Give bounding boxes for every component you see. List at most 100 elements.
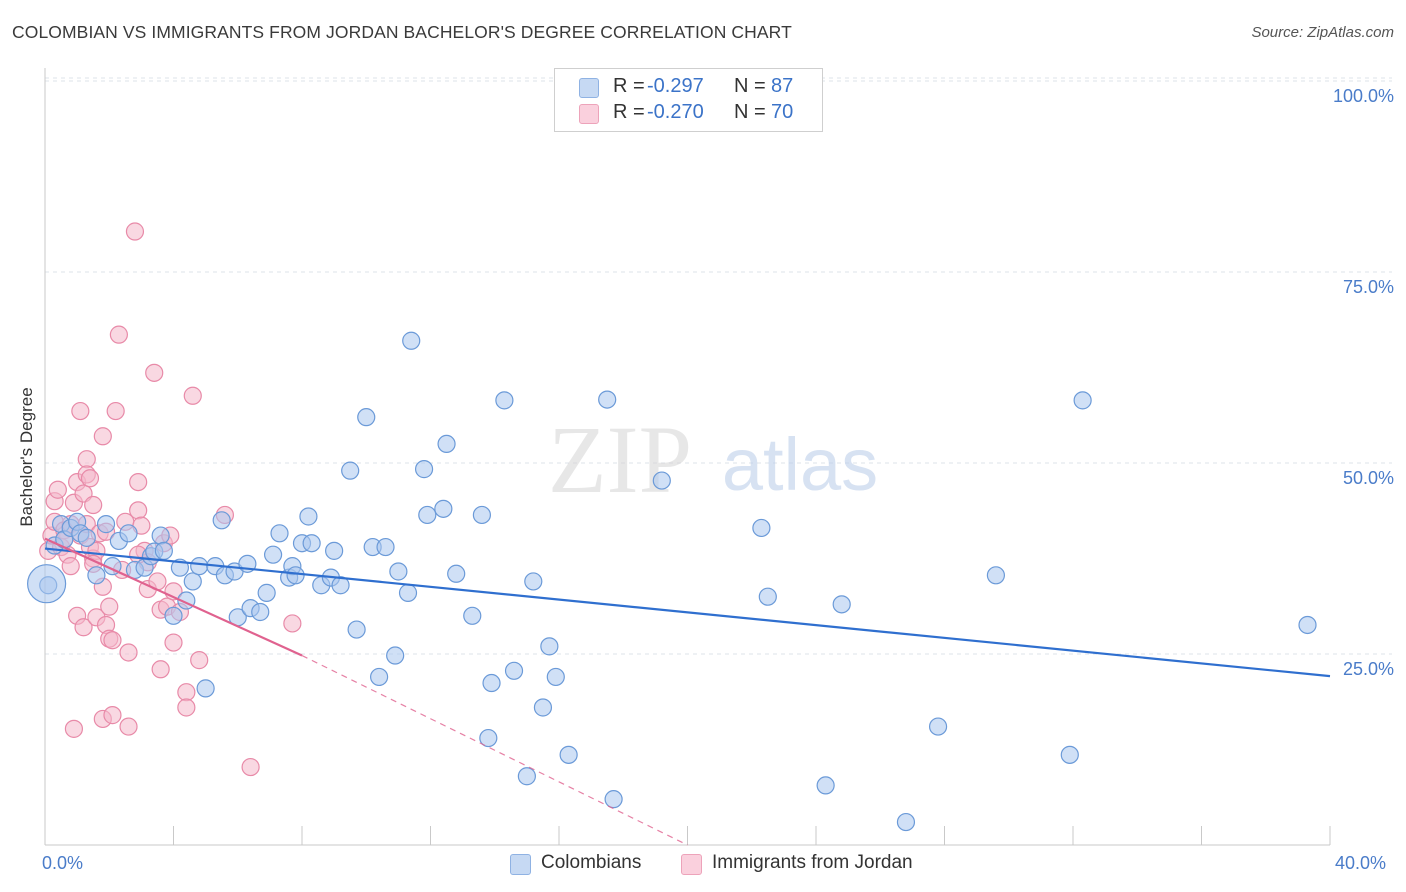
colombian-point [302,534,321,553]
legend-swatch-blue [579,78,599,98]
jordan-point [74,618,93,637]
legend-n-label: N = [734,101,766,123]
legend-n-value: 87 [771,75,794,97]
jordan-point [103,631,122,650]
colombian-point [832,595,851,614]
watermark-atlas: atlas [722,423,878,506]
jordan-point [177,698,196,717]
colombians-trendline [44,547,1331,678]
jordan-point [103,706,122,725]
colombian-point [398,583,418,602]
colombian-point [758,587,777,606]
colombian-point [1060,745,1079,764]
colombian-point [434,499,453,518]
colombian-point [495,391,514,410]
jordan-point [71,401,90,421]
jordan-point [93,427,112,446]
legend-r-value: -0.270 [647,101,704,123]
colombian-point [27,564,67,604]
colombian-point [77,528,96,547]
colombian-point [928,717,948,736]
jordan-points [39,222,302,777]
jordan-point [109,325,128,344]
colombian-point [299,507,318,526]
colombian-points [27,331,1317,832]
colombian-point [347,620,366,639]
colombian-point [325,541,344,560]
colombian-point [151,526,170,545]
y-tick-label-50: 50.0% [1342,468,1394,488]
jordan-point [48,480,67,499]
jordan-point [80,469,100,488]
watermark: ZIP atlas [548,406,878,513]
chart-title: COLOMBIAN VS IMMIGRANTS FROM JORDAN BACH… [12,22,792,42]
chart-source: Source: ZipAtlas.com [1251,24,1394,41]
trendlines [44,537,1331,846]
jordan-point [125,222,145,241]
legend-swatch-pink [579,104,599,124]
colombian-point [154,541,173,560]
colombian-point [190,557,209,576]
colombian-point [472,505,491,525]
colombian-point [598,390,617,409]
jordan-point [119,643,138,662]
colombian-point [257,583,276,602]
colombian-point [357,408,376,427]
correlation-legend: R = -0.297 N = 87 R = -0.270 N = 70 [554,68,823,132]
legend-r-label: R = [613,101,645,123]
colombian-point [752,518,771,538]
colombian-point [652,471,671,490]
jordan-point [61,557,80,576]
y-tick-label-75: 75.0% [1342,277,1394,297]
colombian-point [212,511,231,530]
colombian-point [533,698,553,717]
series-legend-jordan: Immigrants from Jordan [681,850,941,878]
colombian-point [816,776,835,795]
jordan-point [164,633,183,652]
jordan-point [106,401,125,421]
colombian-point [270,524,289,543]
y-axis-label-wrap: Bachelor's Degree [12,0,42,892]
colombian-point [331,576,350,595]
colombian-point [1298,615,1317,635]
jordan-trendline-extension [301,654,688,846]
colombian-point [87,566,106,585]
colombian-point [546,667,565,687]
jordan-point [145,363,164,382]
colombian-point [540,637,559,656]
colombian-point [119,524,138,543]
colombian-point [524,572,543,591]
legend-swatch-blue [510,854,531,875]
colombian-point [402,331,421,350]
legend-swatch-pink [681,854,702,875]
colombian-point [96,515,116,534]
colombian-point [341,461,360,480]
colombian-point [251,602,270,622]
jordan-point [129,473,148,492]
jordan-point [119,717,138,736]
x-tick-label-max: 40.0% [1335,853,1387,873]
colombian-point [196,679,215,698]
jordan-point [177,683,196,702]
legend-n-value: 70 [771,101,794,123]
colombian-point [183,572,202,591]
colombian-point [482,673,501,693]
y-tick-label-25: 25.0% [1342,659,1394,679]
colombian-point [479,728,498,748]
colombian-point [164,606,183,625]
jordan-trendline [44,537,303,657]
legend-n-label: N = [734,75,766,97]
jordan-point [151,660,170,679]
colombian-point [370,667,389,687]
jordan-point [84,495,103,515]
jordan-point [129,501,148,520]
legend-label-jordan: Immigrants from Jordan [712,852,913,873]
legend-r-value: -0.297 [647,75,704,97]
colombian-point [559,745,578,764]
colombian-point [1073,391,1092,410]
colombian-point [896,812,916,832]
colombian-point [263,545,283,564]
y-tick-label-100: 100.0% [1332,86,1394,106]
colombian-point [286,566,305,585]
jordan-point [183,386,202,405]
